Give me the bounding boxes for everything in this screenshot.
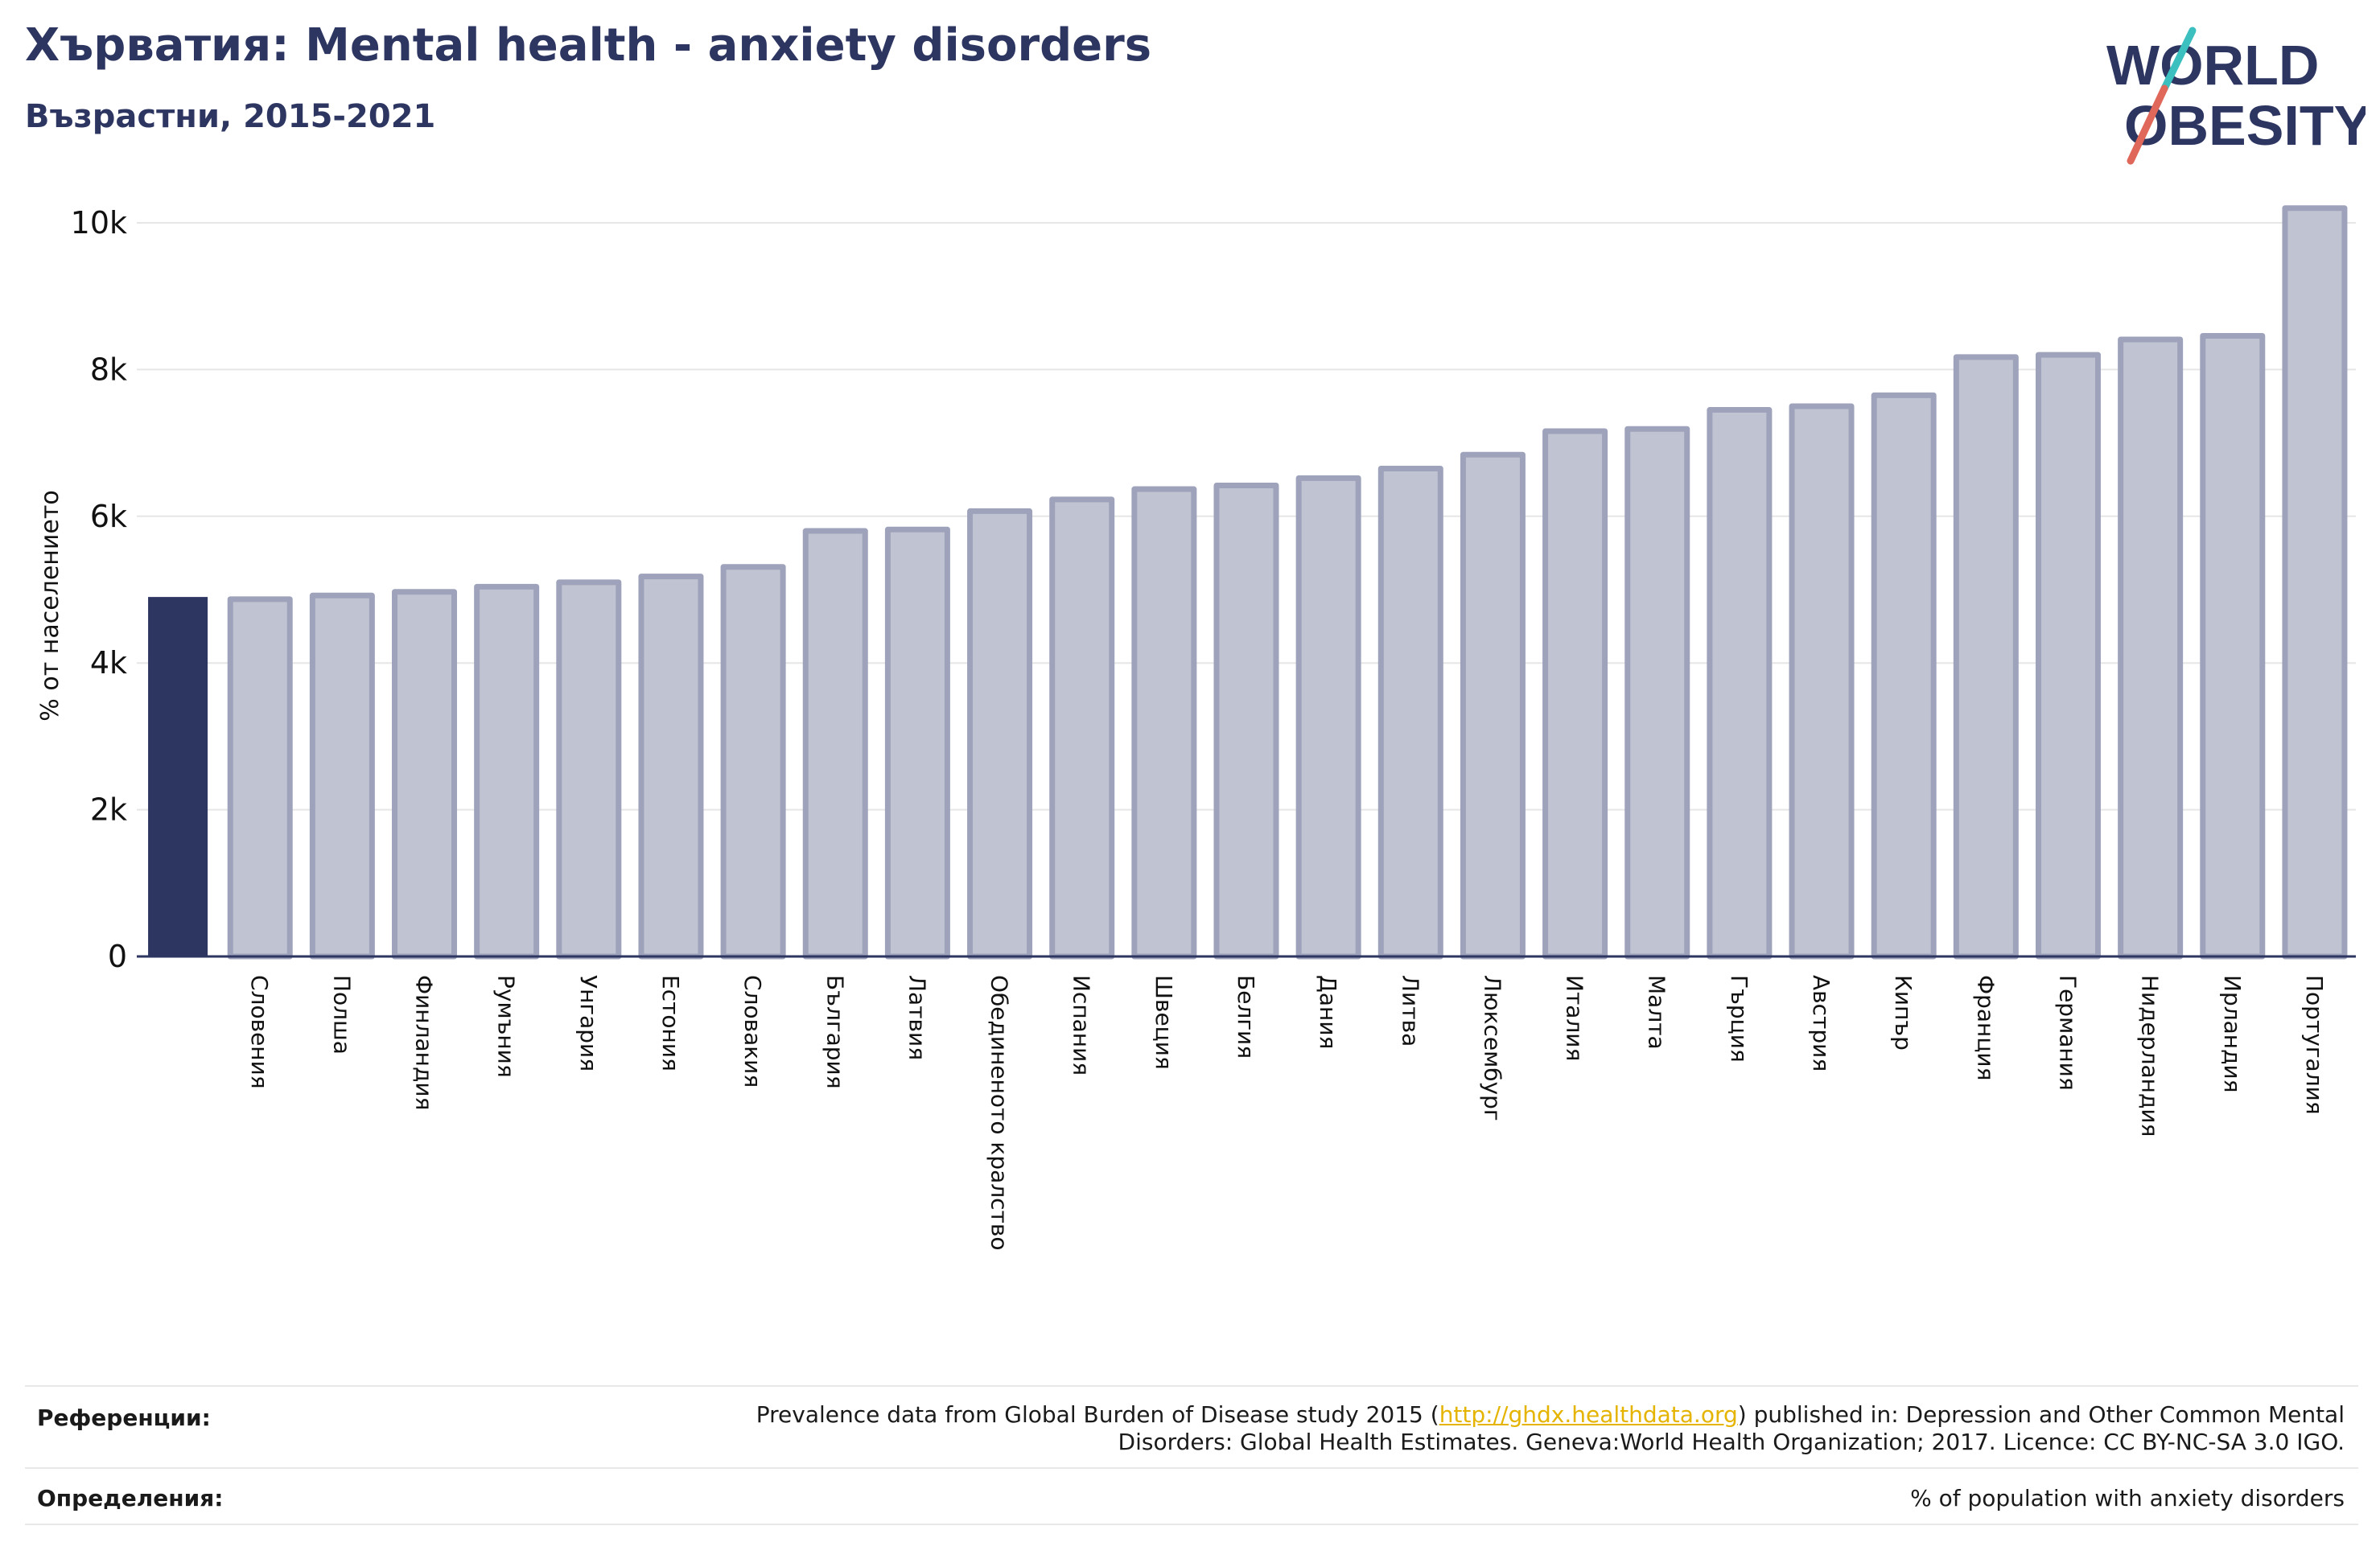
y-tick-label: 8k	[90, 352, 127, 387]
x-tick-label: Белгия	[1233, 975, 1259, 1059]
x-tick-label: Литва	[1397, 975, 1423, 1047]
bar	[1624, 426, 1690, 960]
x-tick-label: Латвия	[904, 975, 930, 1060]
bar	[2035, 352, 2101, 960]
bar	[1295, 475, 1361, 960]
bar	[1131, 486, 1197, 960]
bar	[1871, 392, 1937, 960]
logo-slash-coral	[2127, 84, 2168, 165]
chart-title: Хърватия: Mental health - anxiety disord…	[25, 19, 1152, 72]
x-tick-label: Италия	[1562, 975, 1588, 1061]
bar-chart: 0 2k 4k 6k 8k 10k % от населението Словения Полш…	[36, 205, 2356, 1250]
bar	[474, 583, 540, 960]
x-tick-label: Швеция	[1151, 975, 1177, 1070]
y-tick-label: 4k	[90, 645, 127, 681]
bar	[884, 526, 950, 960]
bar	[967, 508, 1033, 960]
x-tick-label: Дания	[1315, 975, 1341, 1049]
world-obesity-logo: WORLD OBESITY	[2106, 27, 2366, 165]
x-tick-label: Словакия	[739, 975, 766, 1088]
bar	[2282, 205, 2348, 960]
bar	[1460, 451, 1526, 960]
x-tick-label: Люксембург	[1479, 975, 1505, 1121]
logo-slash-teal	[2160, 27, 2197, 93]
x-tick-label: Финландия	[411, 975, 438, 1110]
references-pre: Prevalence data from Global Burden of Di…	[756, 1401, 1439, 1428]
bar	[392, 589, 458, 960]
bar	[1542, 428, 1608, 960]
x-tick-label: Испания	[1069, 975, 1095, 1076]
bar	[2118, 336, 2184, 960]
footer-divider-bottom	[25, 1524, 2358, 1525]
bar	[1049, 496, 1115, 960]
x-tick-label: България	[821, 975, 848, 1089]
x-tick-label: Унгария	[575, 975, 602, 1071]
definitions-text: % of population with anxiety disorders	[1910, 1485, 2345, 1511]
bar	[1707, 407, 1773, 960]
logo-line1: WORLD	[2106, 34, 2319, 97]
x-tick-label: Германия	[2054, 975, 2081, 1091]
references-line2: Disorders: Global Health Estimates. Gene…	[1118, 1429, 2345, 1455]
x-tick-label: Ирландия	[2219, 975, 2246, 1092]
chart-subtitle: Възрастни, 2015-2021	[25, 98, 436, 135]
references-link[interactable]: http://ghdx.healthdata.org	[1439, 1401, 1738, 1428]
bar	[1213, 482, 1279, 960]
bar	[309, 592, 375, 960]
bar	[227, 596, 293, 960]
x-tick-label: Полша	[328, 975, 355, 1055]
y-tick-label: 0	[108, 939, 127, 974]
bar	[556, 579, 622, 960]
y-tick-label: 6k	[90, 499, 127, 534]
bar	[638, 574, 704, 960]
bar	[1953, 354, 2019, 960]
y-tick-label: 10k	[71, 205, 127, 241]
bar	[720, 564, 786, 960]
x-tick-label: Франция	[1972, 975, 1999, 1080]
references-post: ) published in: Depression and Other Com…	[1737, 1401, 2345, 1428]
x-tick-label: Кипър	[1890, 975, 1917, 1051]
footer-divider-middle	[25, 1467, 2358, 1469]
bar	[2200, 332, 2266, 960]
y-axis-label: % от населението	[36, 490, 64, 721]
x-tick-label: Нидерландия	[2137, 975, 2164, 1137]
x-tick-label: Малта	[1644, 975, 1670, 1050]
x-tick-label: Португалия	[2301, 975, 2328, 1115]
bar	[148, 597, 208, 956]
x-tick-label: Обединеното кралство	[986, 975, 1013, 1250]
y-tick-label: 2k	[90, 792, 127, 828]
bar	[1789, 403, 1855, 960]
x-tick-label: Словения	[246, 975, 273, 1089]
bar	[802, 528, 868, 960]
references-text: Prevalence data from Global Burden of Di…	[756, 1401, 2345, 1456]
footer-divider-top	[25, 1385, 2358, 1387]
definitions-label: Определения:	[37, 1485, 224, 1511]
x-tick-label: Естония	[657, 975, 684, 1071]
x-tick-label: Гърция	[1726, 975, 1752, 1063]
references-label: Референции:	[37, 1405, 211, 1431]
logo-line2: OBESITY	[2124, 94, 2366, 157]
x-tick-label: Румъния	[493, 975, 520, 1078]
bar	[1377, 466, 1443, 960]
x-tick-label: Австрия	[1808, 975, 1834, 1071]
